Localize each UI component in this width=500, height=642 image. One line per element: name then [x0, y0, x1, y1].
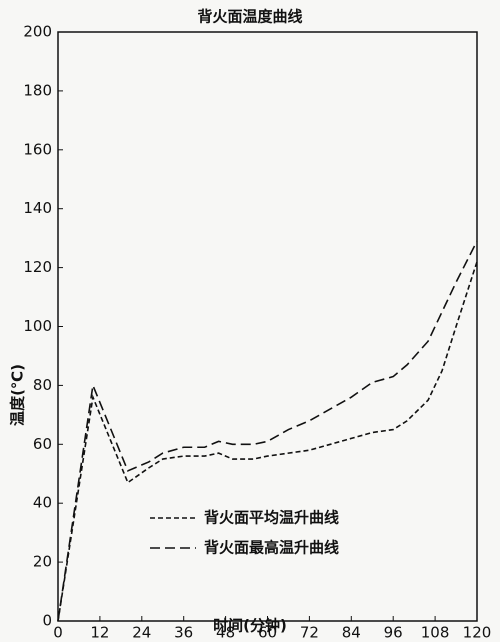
- x-tick-label: 48: [216, 624, 235, 642]
- x-tick-label: 72: [300, 624, 319, 642]
- x-tick-label: 12: [90, 624, 109, 642]
- y-tick-label: 80: [33, 376, 52, 394]
- x-tick-label: 24: [132, 624, 151, 642]
- x-tick-label: 108: [421, 624, 450, 642]
- legend-label: 背火面平均温升曲线: [204, 509, 339, 527]
- y-tick-label: 0: [42, 612, 52, 630]
- x-tick-label: 36: [174, 624, 193, 642]
- y-tick-label: 180: [23, 81, 52, 99]
- y-tick-label: 100: [23, 317, 52, 335]
- y-tick-label: 40: [33, 494, 52, 512]
- x-tick-label: 60: [258, 624, 277, 642]
- series-line: [57, 240, 478, 622]
- legend-label: 背火面最高温升曲线: [204, 539, 339, 557]
- x-tick-label: 96: [384, 624, 403, 642]
- y-tick-label: 60: [33, 435, 52, 453]
- chart-title: 背火面温度曲线: [197, 8, 302, 26]
- x-tick-label: 120: [463, 624, 492, 642]
- series-line: [57, 261, 478, 622]
- x-tick-label: 84: [342, 624, 361, 642]
- y-tick-label: 200: [23, 23, 52, 41]
- y-tick-label: 160: [23, 140, 52, 158]
- y-axis-label: 温度(℃): [9, 364, 27, 426]
- y-tick-label: 120: [23, 258, 52, 276]
- y-tick-label: 20: [33, 553, 52, 571]
- plot-frame: [57, 31, 478, 622]
- y-tick-label: 140: [23, 199, 52, 217]
- x-tick-label: 0: [53, 624, 63, 642]
